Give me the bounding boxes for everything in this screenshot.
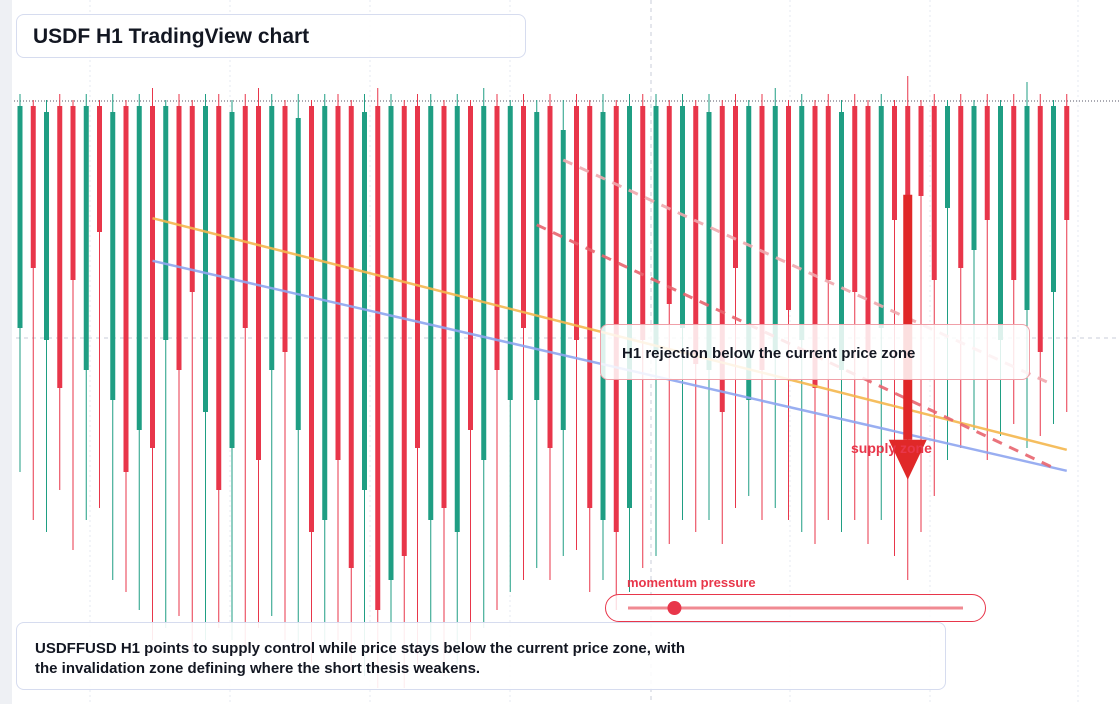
candles xyxy=(17,76,1070,688)
candle-body xyxy=(825,106,831,280)
candle-body xyxy=(176,106,182,370)
candle-body xyxy=(865,106,871,352)
slider-track xyxy=(628,601,963,615)
candle-body xyxy=(759,106,765,370)
candle-body xyxy=(415,106,420,448)
candle-body xyxy=(70,106,76,280)
candle-body xyxy=(17,106,23,328)
candle-body xyxy=(1037,106,1043,352)
candle-body xyxy=(163,106,169,340)
candle-body xyxy=(150,106,155,448)
candle-body xyxy=(309,106,314,532)
candle-body xyxy=(44,112,49,340)
candle-body xyxy=(733,106,738,268)
candle-body xyxy=(693,106,699,364)
candle-body xyxy=(189,106,195,292)
candle-body xyxy=(110,112,116,400)
candle-body xyxy=(388,106,394,580)
candle-body xyxy=(1011,106,1017,280)
candle-body xyxy=(945,106,950,208)
candle-body xyxy=(269,106,275,370)
candle-body xyxy=(348,106,354,568)
caption-box: USDFFUSD H1 points to supply control whi… xyxy=(16,622,946,690)
candle-body xyxy=(786,106,791,310)
candle-body xyxy=(481,106,487,460)
arrow-head xyxy=(888,439,927,480)
candle-body xyxy=(362,112,367,490)
candle-body xyxy=(1051,106,1056,292)
candle-body xyxy=(918,106,924,196)
candle-body xyxy=(428,106,434,520)
candle-body xyxy=(892,106,897,220)
candle-body xyxy=(468,106,473,430)
candle-body xyxy=(295,118,301,430)
candle-body xyxy=(574,106,579,340)
candle-body xyxy=(560,130,566,430)
candle-body xyxy=(600,112,606,520)
candle-body xyxy=(799,106,805,340)
candle-body xyxy=(57,106,63,388)
candle-body xyxy=(454,106,460,532)
candle-body xyxy=(216,106,222,490)
trendline xyxy=(536,223,1055,470)
candle-body xyxy=(971,106,977,250)
candle-body xyxy=(441,106,447,508)
candle-body xyxy=(878,106,884,328)
candle-body xyxy=(521,106,526,328)
left-rail xyxy=(0,0,12,704)
candle-body xyxy=(680,106,685,328)
momentum-label: momentum pressure xyxy=(627,575,756,590)
candle-body xyxy=(984,106,990,220)
candle-body xyxy=(83,106,89,370)
candle-body xyxy=(335,106,341,460)
candle-body xyxy=(905,106,911,268)
candle-body xyxy=(401,106,407,556)
candle-body xyxy=(719,106,725,412)
candle-body xyxy=(30,106,36,268)
annotation: H1 rejection below the current price zon… xyxy=(600,324,1030,380)
candle-body xyxy=(375,106,381,610)
caption: USDFFUSD H1 points to supply control whi… xyxy=(35,640,686,677)
candle-body xyxy=(1064,106,1070,220)
candle-body xyxy=(627,106,632,508)
candle-body xyxy=(998,106,1003,340)
candle-body xyxy=(203,106,208,412)
candle-body xyxy=(653,106,659,352)
candle-body xyxy=(666,106,672,304)
candle-body xyxy=(322,106,328,520)
candle-body xyxy=(242,106,248,328)
candle-body xyxy=(534,112,540,400)
candle-body xyxy=(547,106,553,448)
candle-body xyxy=(706,112,712,370)
candle-body xyxy=(812,106,818,388)
candle-body xyxy=(136,106,142,430)
candle-body xyxy=(587,106,593,508)
zone-label: supply zone xyxy=(851,440,932,456)
candle-body xyxy=(507,106,513,400)
candle-body xyxy=(839,112,844,370)
candle-body xyxy=(494,106,500,370)
candle-body xyxy=(746,106,752,400)
candle-body xyxy=(613,106,619,532)
candle-body xyxy=(1024,106,1030,310)
candle-body xyxy=(282,106,288,352)
candle-body xyxy=(97,106,102,232)
slider-thumb xyxy=(667,601,682,615)
candle-body xyxy=(123,106,129,472)
candle-body xyxy=(958,106,964,268)
momentum-slider xyxy=(605,594,986,622)
candle-body xyxy=(640,106,646,340)
candle-body xyxy=(256,106,261,460)
candle-body xyxy=(852,106,858,292)
title: USDF H1 TradingView chart xyxy=(16,14,526,58)
candle-body xyxy=(931,106,937,280)
candle-body xyxy=(772,106,778,352)
